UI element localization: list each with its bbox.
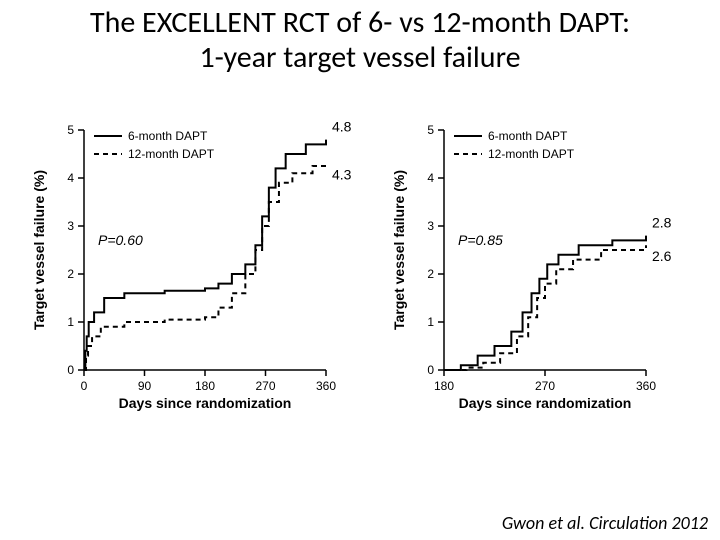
svg-text:3: 3 (67, 219, 74, 233)
svg-text:0: 0 (67, 363, 74, 377)
svg-text:4: 4 (67, 171, 74, 185)
svg-text:270: 270 (255, 379, 275, 393)
svg-text:3: 3 (427, 219, 434, 233)
svg-text:90: 90 (138, 379, 152, 393)
svg-text:Days since randomization: Days since randomization (459, 395, 632, 411)
svg-text:1: 1 (427, 315, 434, 329)
svg-text:0: 0 (81, 379, 88, 393)
svg-text:12-month DAPT: 12-month DAPT (128, 147, 215, 161)
svg-text:12-month DAPT: 12-month DAPT (488, 147, 575, 161)
title-line2: 1-year target vessel failure (199, 39, 520, 76)
svg-text:4.3: 4.3 (332, 167, 352, 183)
svg-text:Days since randomization: Days since randomization (119, 395, 292, 411)
svg-text:5: 5 (67, 123, 74, 137)
svg-text:2: 2 (427, 267, 434, 281)
svg-text:4: 4 (427, 171, 434, 185)
svg-text:6-month DAPT: 6-month DAPT (128, 129, 208, 143)
svg-text:360: 360 (316, 379, 336, 393)
svg-text:2: 2 (67, 267, 74, 281)
chart-left-svg: 0 90 180 270 360 0 1 2 3 4 5 Days since randomizati… (28, 118, 368, 418)
citation: Gwon et al. Circulation 2012 (502, 512, 708, 534)
svg-text:P=0.85: P=0.85 (458, 232, 503, 248)
svg-text:Target vessel failure (%): Target vessel failure (%) (31, 170, 47, 330)
svg-text:270: 270 (535, 379, 555, 393)
svg-text:Target vessel failure (%): Target vessel failure (%) (391, 170, 407, 330)
svg-text:P=0.60: P=0.60 (98, 232, 143, 248)
chart-right-svg: 180 270 360 0 1 2 3 4 5 Days since randomization T… (388, 118, 688, 418)
chart-right: 180 270 360 0 1 2 3 4 5 Days since randomization T… (388, 118, 688, 418)
svg-text:0: 0 (427, 363, 434, 377)
svg-text:2.8: 2.8 (652, 215, 672, 231)
svg-text:4.8: 4.8 (332, 119, 352, 135)
svg-text:6-month DAPT: 6-month DAPT (488, 129, 568, 143)
svg-text:2.6: 2.6 (652, 248, 672, 264)
charts-container: 0 90 180 270 360 0 1 2 3 4 5 Days since randomizati… (28, 118, 692, 418)
title-line1: The EXCELLENT RCT of 6- vs 12-month DAPT… (90, 4, 630, 41)
chart-left: 0 90 180 270 360 0 1 2 3 4 5 Days since randomizati… (28, 118, 368, 418)
svg-text:360: 360 (636, 379, 656, 393)
svg-text:180: 180 (195, 379, 215, 393)
svg-text:1: 1 (67, 315, 74, 329)
svg-text:5: 5 (427, 123, 434, 137)
svg-text:180: 180 (434, 379, 454, 393)
slide-title: The EXCELLENT RCT of 6- vs 12-month DAPT… (0, 6, 720, 75)
